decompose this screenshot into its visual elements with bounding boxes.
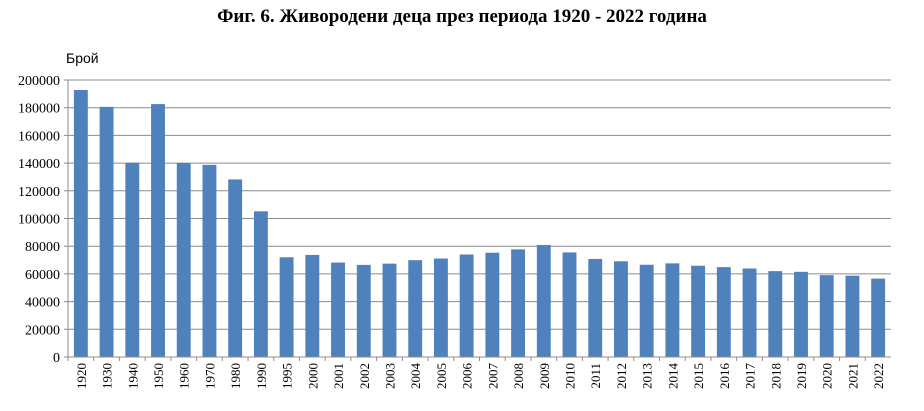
bar-2005 — [433, 258, 448, 357]
x-tick-label: 2021 — [845, 363, 860, 389]
bar-1980 — [228, 179, 243, 357]
bar-2020 — [819, 275, 834, 357]
bar-2021 — [845, 275, 860, 357]
x-tick-label: 1970 — [202, 363, 217, 389]
x-tick-label: 1990 — [254, 363, 269, 389]
x-tick-label: 2018 — [768, 363, 783, 389]
bar-1940 — [125, 162, 140, 357]
gridlines — [68, 79, 891, 330]
x-tick-label: 2013 — [640, 363, 655, 389]
bar-2013 — [639, 264, 654, 357]
bar-2014 — [665, 263, 680, 357]
x-tick-label: 2020 — [820, 363, 835, 389]
bar-1990 — [253, 211, 268, 357]
bar-1995 — [279, 257, 294, 357]
y-tick-label: 160000 — [18, 129, 60, 144]
bar-2006 — [459, 254, 474, 357]
chart-title: Фиг. 6. Живородени деца през периода 192… — [217, 6, 707, 27]
bar-2009 — [536, 244, 551, 357]
bar-2018 — [768, 271, 783, 357]
x-tick-label: 2004 — [408, 363, 423, 390]
x-tick-label: 2007 — [485, 363, 500, 390]
bar-2002 — [356, 264, 371, 357]
y-tick-label: 60000 — [25, 268, 60, 283]
y-tick-label: 140000 — [18, 157, 60, 172]
x-tick-label: 2000 — [305, 363, 320, 389]
bar-2015 — [691, 265, 706, 357]
y-tick-label: 20000 — [25, 323, 60, 338]
bar-2017 — [742, 268, 757, 357]
x-tick-label: 1940 — [125, 363, 140, 389]
x-tick-label: 2016 — [717, 363, 732, 390]
axes — [64, 79, 891, 361]
bar-2016 — [716, 267, 731, 357]
x-tick-label: 2017 — [743, 363, 758, 390]
bar-1970 — [202, 164, 217, 357]
x-tick-label: 2009 — [537, 363, 552, 389]
bar-2011 — [588, 258, 603, 357]
x-tick-label: 2015 — [691, 363, 706, 389]
x-tick-label: 2019 — [794, 363, 809, 389]
bar-1960 — [176, 162, 191, 357]
bar-2004 — [408, 260, 423, 357]
bar-2012 — [614, 261, 628, 357]
bar-1950 — [151, 104, 165, 357]
bar-1930 — [99, 106, 114, 357]
x-tick-label: 2003 — [382, 363, 397, 389]
y-tick-label: 40000 — [25, 296, 60, 311]
x-tick-label: 1950 — [151, 363, 166, 389]
x-tick-label: 2005 — [434, 363, 449, 389]
x-tick-label: 1960 — [177, 363, 192, 389]
x-tick-label: 2022 — [871, 363, 886, 389]
x-tick-label: 1980 — [228, 363, 243, 389]
y-tick-labels: 0 20000 40000 60000 80000 100000 120000 140000 1… — [18, 74, 60, 366]
x-tick-label: 1995 — [280, 363, 295, 389]
bar-2000 — [305, 254, 320, 357]
y-tick-label: 120000 — [18, 185, 60, 200]
bar-2010 — [562, 252, 577, 357]
x-tick-label: 1920 — [74, 363, 89, 389]
bar-2019 — [794, 271, 808, 357]
x-tick-label: 2006 — [460, 363, 475, 390]
x-tick-label: 2010 — [563, 363, 578, 389]
x-tick-labels: 1920 1930 1940 1950 1960 1970 1980 1990 1995 2000… — [74, 363, 886, 390]
y-tick-label: 0 — [53, 351, 60, 366]
y-tick-label: 180000 — [18, 102, 60, 117]
bar-2003 — [382, 263, 397, 357]
x-tick-label: 2012 — [614, 363, 629, 389]
bar-1920 — [73, 89, 88, 358]
x-tick-label: 2008 — [511, 363, 526, 389]
x-tick-label: 2002 — [357, 363, 372, 389]
y-axis-label: Брой — [66, 50, 99, 66]
y-tick-label: 200000 — [18, 74, 60, 89]
x-tick-label: 2011 — [588, 363, 603, 389]
y-tick-label: 100000 — [18, 213, 60, 228]
bars — [73, 89, 886, 358]
bar-2022 — [871, 278, 886, 357]
bar-2007 — [485, 252, 500, 357]
x-tick-label: 2014 — [665, 363, 680, 390]
bar-2008 — [511, 249, 526, 357]
bar-2001 — [331, 262, 345, 357]
x-tick-label: 2001 — [331, 363, 346, 389]
x-tick-label: 1930 — [100, 363, 115, 389]
y-tick-label: 80000 — [25, 240, 60, 255]
